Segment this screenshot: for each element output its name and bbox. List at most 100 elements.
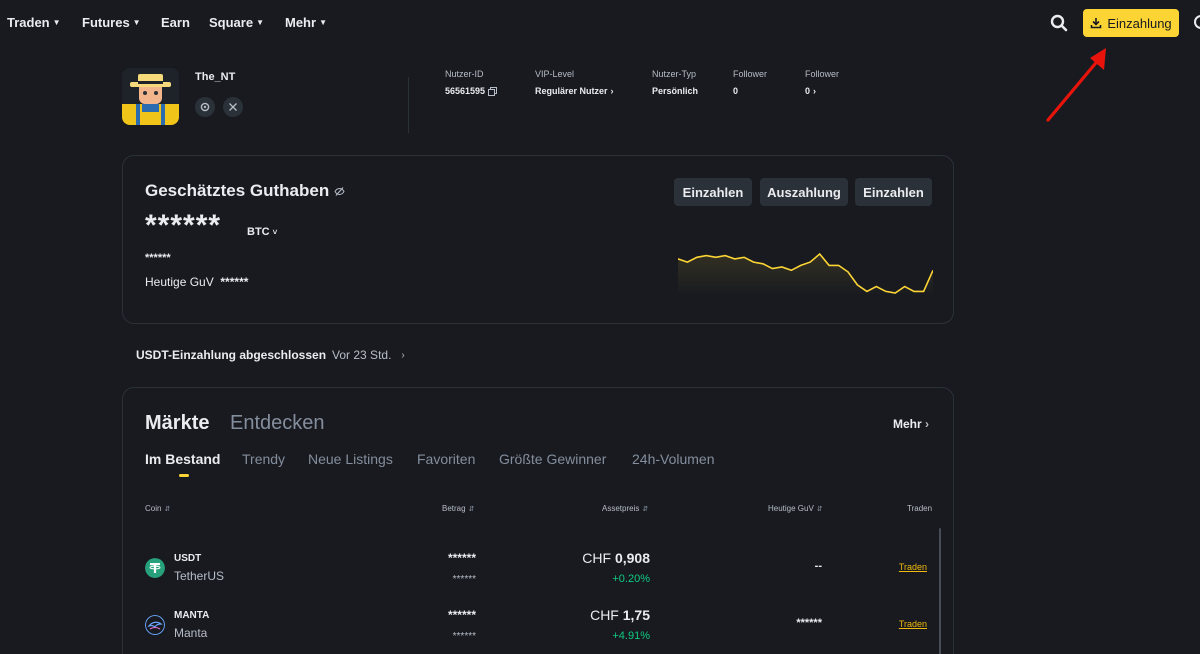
stat-value: 0 xyxy=(805,86,811,96)
chevron-right-icon: › xyxy=(610,86,614,96)
price-currency: CHF xyxy=(590,607,619,623)
sort-icon: ⇵ xyxy=(468,505,475,513)
amount: ****** xyxy=(447,608,476,622)
nav-traden[interactable]: Traden ▼ xyxy=(7,15,61,30)
stat-user-id: Nutzer-ID 56561595 xyxy=(445,69,498,96)
eye-slash-icon[interactable] xyxy=(334,186,345,197)
annotation-arrow xyxy=(1046,48,1106,122)
price-value: 0,908 xyxy=(614,550,650,566)
todays-pnl: -- xyxy=(814,560,822,572)
deposit-notice[interactable]: USDT-Einzahlung abgeschlossen Vor 23 Std… xyxy=(136,348,405,362)
nav-futures[interactable]: Futures ▼ xyxy=(82,15,141,30)
asset-price: CHF 0,908 xyxy=(582,550,650,566)
subtab-new-listings[interactable]: Neue Listings xyxy=(308,451,393,467)
stat-value-row: 0 › xyxy=(805,86,839,96)
trade-link[interactable]: Traden xyxy=(898,562,927,572)
nav-label: Earn xyxy=(161,15,190,30)
trade-link[interactable]: Traden xyxy=(898,619,927,629)
amount-sub: ****** xyxy=(452,574,476,585)
search-icon[interactable] xyxy=(1049,13,1069,33)
price-currency: CHF xyxy=(582,550,612,566)
price-change: +4.91% xyxy=(612,630,650,642)
profile-divider xyxy=(408,77,409,133)
col-label: Betrag xyxy=(442,504,466,513)
copy-icon[interactable] xyxy=(488,86,498,96)
col-asset-price[interactable]: Assetpreis ⇵ xyxy=(602,504,648,513)
price-change: +0.20% xyxy=(612,573,650,585)
active-tab-indicator xyxy=(179,474,189,477)
table-row[interactable]: USDT TetherUS ****** ****** CHF 0,908 +0… xyxy=(123,538,953,594)
currency-selector[interactable]: BTC ˅ xyxy=(247,226,277,238)
balance-fiat: ****** xyxy=(145,252,171,264)
chevron-down-icon: ▼ xyxy=(52,18,61,27)
stat-value: 0 xyxy=(733,86,739,96)
globe-icon[interactable] xyxy=(1194,15,1200,29)
coin-symbol: MANTA xyxy=(174,610,210,621)
subtab-favorites[interactable]: Favoriten xyxy=(417,451,476,467)
subtab-top-gainers[interactable]: Größte Gewinner xyxy=(499,451,607,467)
tab-markets[interactable]: Märkte xyxy=(145,412,210,434)
stat-value-row: 0 xyxy=(733,86,767,96)
stat-value: 56561595 xyxy=(445,86,486,96)
col-todays-pnl[interactable]: Heutige GuV ⇵ xyxy=(768,504,823,513)
notice-time: Vor 23 Std. xyxy=(332,348,392,362)
stat-value-row: 56561595 xyxy=(445,86,498,96)
stat-value: Persönlich xyxy=(652,86,699,96)
chevron-right-icon: › xyxy=(813,86,817,96)
table-row[interactable]: MANTA Manta ****** ****** CHF 1,75 +4.91… xyxy=(123,595,953,651)
nav-earn[interactable]: Earn xyxy=(161,15,190,30)
download-icon xyxy=(1091,18,1102,29)
chevron-down-icon: ▼ xyxy=(256,18,264,27)
col-label: Heutige GuV xyxy=(768,504,814,513)
subtab-holdings[interactable]: Im Bestand xyxy=(145,451,221,467)
nav-square[interactable]: Square ▼ xyxy=(209,15,264,30)
deposit-button[interactable]: Einzahlung xyxy=(1083,9,1179,37)
balance-title: Geschätztes Guthaben xyxy=(145,181,330,200)
withdraw-button[interactable]: Auszahlung xyxy=(760,178,848,206)
nav-label: Mehr xyxy=(285,15,317,30)
amount-sub: ****** xyxy=(452,631,476,642)
todays-pnl: ****** xyxy=(796,617,822,629)
stat-follower: Follower 0 xyxy=(733,69,767,96)
markets-card: Märkte Entdecken Mehr › Im Bestand Trend… xyxy=(122,387,954,654)
pnl-value: ****** xyxy=(220,275,249,289)
coin-name: TetherUS xyxy=(174,569,225,583)
coin-symbol: USDT xyxy=(174,553,202,564)
notice-title: USDT-Einzahlung abgeschlossen xyxy=(136,348,327,362)
chevron-down-icon: ▼ xyxy=(132,18,141,27)
subtab-trendy[interactable]: Trendy xyxy=(242,451,286,467)
x-icon[interactable] xyxy=(223,97,243,117)
table-scrollbar[interactable] xyxy=(939,528,941,654)
col-coin[interactable]: Coin ⇵ xyxy=(145,504,170,513)
pnl-label: Heutige GuV xyxy=(145,275,214,289)
col-trade: Traden xyxy=(907,504,933,513)
col-label: Coin xyxy=(145,504,162,513)
nav-mehr[interactable]: Mehr ▼ xyxy=(285,15,327,30)
deposit-button-secondary[interactable]: Einzahlen xyxy=(855,178,932,206)
deposit-label: Einzahlung xyxy=(1107,15,1172,31)
stat-label: Nutzer-ID xyxy=(445,69,484,79)
markets-more-link[interactable]: Mehr › xyxy=(893,417,929,431)
subtab-24h-volume[interactable]: 24h-Volumen xyxy=(632,451,715,467)
sort-icon: ⇵ xyxy=(164,505,171,513)
stat-vip-level[interactable]: VIP-Level Regulärer Nutzer › xyxy=(535,69,614,96)
nav-label: Square xyxy=(209,15,254,30)
binance-icon[interactable] xyxy=(195,97,215,117)
tether-icon xyxy=(145,558,165,578)
top-navigation: Traden ▼ Futures ▼ Earn Square ▼ Mehr ▼ Einz… xyxy=(0,0,1200,46)
col-amount[interactable]: Betrag ⇵ xyxy=(442,504,474,513)
stat-follower-2[interactable]: Follower 0 › xyxy=(805,69,839,96)
balance-sparkline xyxy=(678,252,933,296)
sparkline-line xyxy=(678,252,933,294)
stat-value: Regulärer Nutzer xyxy=(535,86,608,96)
deposit-button-card[interactable]: Einzahlen xyxy=(674,178,752,206)
asset-price: CHF 1,75 xyxy=(590,607,650,623)
tab-discover[interactable]: Entdecken xyxy=(230,412,325,434)
more-label: Mehr xyxy=(893,417,922,431)
sparkline-area xyxy=(678,254,933,296)
amount: ****** xyxy=(447,551,476,565)
chevron-down-icon: ˅ xyxy=(272,228,278,237)
chevron-right-icon: › xyxy=(401,349,405,361)
coin-name: Manta xyxy=(174,626,208,640)
todays-pnl: Heutige GuV ****** xyxy=(145,275,248,289)
